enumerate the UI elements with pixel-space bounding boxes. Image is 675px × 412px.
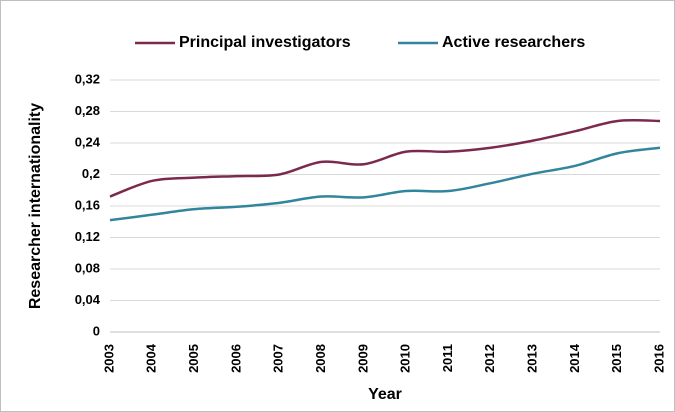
y-tick-label: 0,2 [82, 166, 100, 181]
x-tick-label: 2008 [313, 344, 328, 373]
x-tick-label: 2010 [398, 344, 413, 373]
x-tick-label: 2014 [567, 343, 582, 373]
y-tick-label: 0 [93, 323, 100, 338]
series-line [109, 146, 661, 222]
y-tick-label: 0,08 [75, 260, 100, 275]
x-tick-label: 2005 [186, 344, 201, 373]
x-tick-label: 2003 [101, 344, 116, 373]
y-tick-label: 0,24 [75, 134, 101, 149]
y-tick-label: 0,04 [75, 292, 101, 307]
x-tick-label: 2012 [482, 344, 497, 373]
legend-label: Active researchers [442, 34, 585, 51]
y-tick-label: 0,32 [75, 71, 100, 86]
legend-label: Principal investigators [179, 34, 351, 51]
x-tick-label: 2006 [228, 344, 243, 373]
x-tick-label: 2009 [355, 344, 370, 373]
x-axis-label: Year [368, 386, 402, 403]
series-line [109, 118, 661, 198]
x-tick-label: 2007 [271, 344, 286, 373]
x-tick-label: 2015 [609, 344, 624, 373]
y-tick-label: 0,12 [75, 229, 100, 244]
y-tick-label: 0,16 [75, 197, 100, 212]
y-tick-label: 0,28 [75, 103, 100, 118]
x-tick-label: 2016 [651, 344, 666, 373]
x-tick-label: 2011 [440, 344, 455, 372]
x-tick-label: 2013 [525, 344, 540, 373]
y-axis-label: Researcher internationality [27, 103, 44, 309]
x-tick-label: 2004 [144, 343, 159, 373]
